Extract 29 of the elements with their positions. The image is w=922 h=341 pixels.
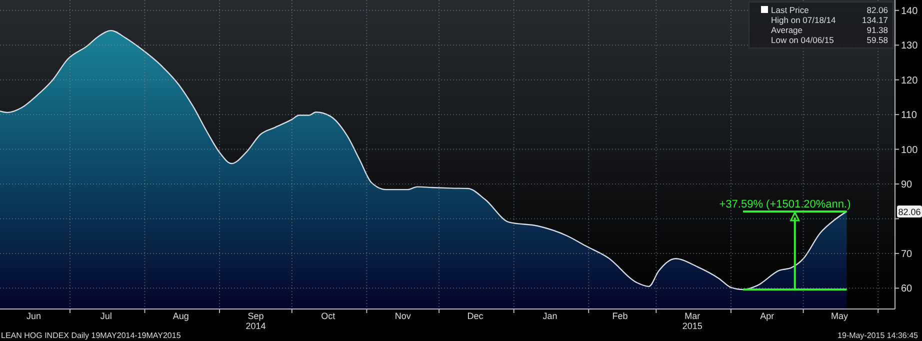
text: Average 91.38 bbox=[771, 25, 888, 35]
y-tick-label: 110 bbox=[901, 110, 918, 122]
x-tick-label: Jun bbox=[26, 311, 42, 321]
text: Low on 04/06/15 59.58 bbox=[771, 35, 888, 45]
y-tick-label: 120 bbox=[901, 75, 918, 86]
text: 82.06 bbox=[898, 206, 921, 217]
y-tick-label: 100 bbox=[901, 144, 918, 156]
y-tick-label: 90 bbox=[901, 180, 913, 191]
text: 19-May-2015 14:36:45 bbox=[838, 331, 919, 340]
legend-label: Last Price bbox=[771, 5, 810, 15]
text: LEAN HOG INDEX Daily 19MAY2014-19MAY2015 bbox=[1, 331, 182, 340]
y-tick-label: 140 bbox=[901, 6, 918, 17]
x-tick-label: Jan bbox=[542, 311, 558, 321]
text: High on 07/18/14 134.17 bbox=[771, 15, 888, 25]
annotation: +37.59% (+1501.20%ann.) bbox=[719, 198, 851, 210]
x-tick-label: Feb bbox=[612, 311, 628, 321]
x-tick-label: Jul bbox=[100, 311, 112, 321]
x-tick-label: Aug bbox=[172, 311, 189, 321]
x-tick-label: Mar 2015 bbox=[682, 311, 702, 331]
x-tick-label: May bbox=[831, 311, 849, 321]
x-tick-label: Apr bbox=[760, 311, 774, 321]
x-tick-label: Sep 2014 bbox=[246, 311, 266, 331]
x-tick-label: Dec bbox=[467, 311, 484, 321]
x-tick-label: Nov bbox=[394, 311, 412, 321]
y-tick-label: 60 bbox=[901, 284, 913, 295]
y-tick-label: 70 bbox=[901, 248, 913, 260]
annotation: 82.06 bbox=[866, 5, 888, 15]
x-tick-label: Oct bbox=[321, 311, 336, 321]
y-tick-label: 130 bbox=[901, 40, 918, 52]
